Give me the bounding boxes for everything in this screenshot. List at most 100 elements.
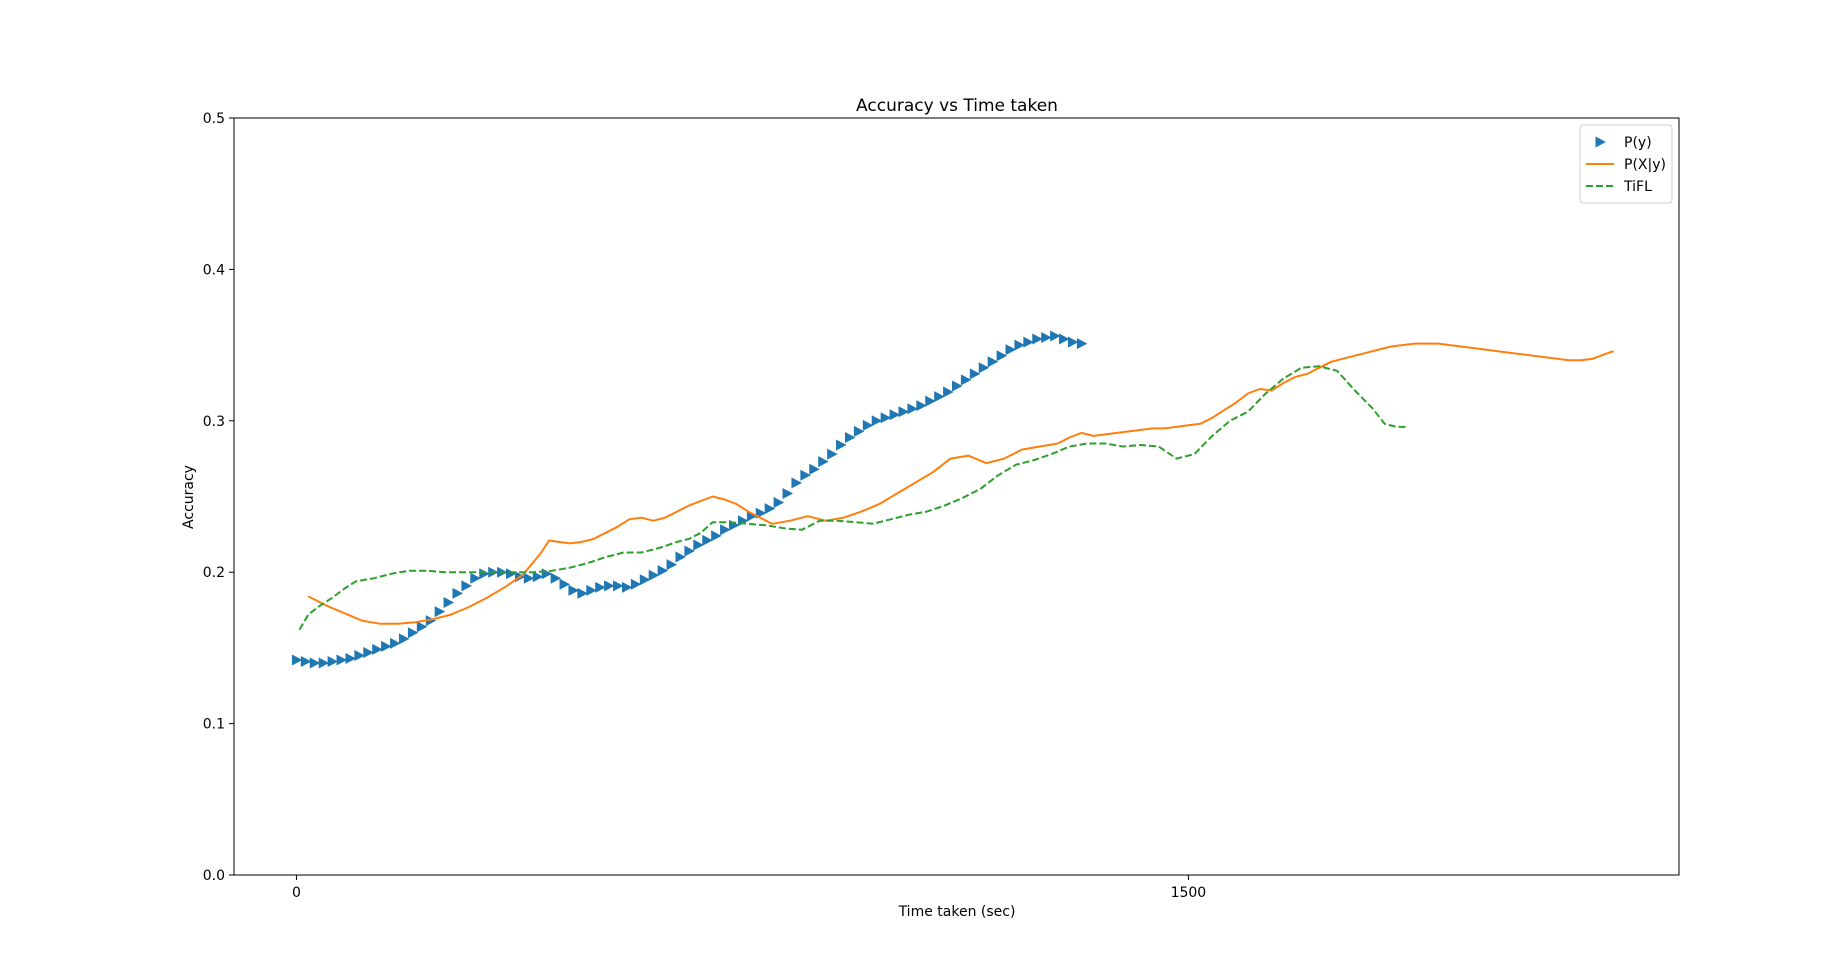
data-point bbox=[532, 571, 544, 583]
data-point bbox=[506, 568, 517, 580]
data-point bbox=[711, 530, 722, 542]
data-point bbox=[880, 412, 892, 424]
legend-label: TiFL bbox=[1623, 179, 1652, 195]
data-point bbox=[853, 425, 865, 437]
data-point bbox=[327, 656, 339, 668]
data-point bbox=[407, 627, 419, 639]
data-point bbox=[1067, 336, 1079, 348]
data-point bbox=[1041, 332, 1052, 344]
y-tick-label: 0.2 bbox=[203, 565, 225, 581]
data-point bbox=[461, 580, 472, 592]
data-point bbox=[381, 640, 392, 652]
data-point bbox=[702, 534, 713, 546]
data-point bbox=[1032, 333, 1043, 345]
data-point bbox=[818, 456, 829, 468]
y-axis: 0.0 0.1 0.2 0.3 0.4 0.5 bbox=[203, 111, 234, 884]
data-point bbox=[390, 637, 401, 649]
data-point bbox=[630, 578, 642, 590]
series-2 bbox=[298, 365, 1406, 631]
data-point bbox=[1023, 336, 1034, 348]
data-point bbox=[363, 646, 374, 658]
data-point bbox=[425, 615, 437, 627]
data-point bbox=[978, 362, 990, 374]
data-point bbox=[720, 524, 731, 536]
data-point bbox=[666, 559, 678, 571]
data-point bbox=[782, 487, 794, 499]
data-point bbox=[443, 596, 455, 608]
data-point bbox=[916, 400, 927, 412]
data-point bbox=[1059, 333, 1070, 345]
legend-label: P(X|y) bbox=[1624, 157, 1666, 173]
data-point bbox=[568, 584, 579, 596]
data-point bbox=[675, 551, 686, 563]
chart-title: Accuracy vs Time taken bbox=[856, 96, 1058, 116]
y-tick-label: 0.4 bbox=[203, 262, 225, 278]
data-point bbox=[621, 581, 633, 593]
data-point bbox=[764, 503, 776, 515]
data-point bbox=[1050, 330, 1061, 342]
data-point bbox=[354, 649, 365, 661]
legend-label: P(y) bbox=[1624, 135, 1652, 151]
data-point bbox=[479, 568, 490, 580]
data-point bbox=[318, 657, 330, 669]
data-point bbox=[291, 654, 303, 666]
plot-frame bbox=[233, 117, 1680, 876]
data-point bbox=[791, 477, 802, 489]
data-point bbox=[907, 403, 918, 415]
data-point bbox=[934, 391, 945, 403]
data-point bbox=[577, 587, 588, 599]
data-point bbox=[1014, 339, 1025, 351]
data-point bbox=[523, 572, 535, 584]
series-line bbox=[298, 365, 1406, 631]
data-point bbox=[559, 578, 571, 590]
data-point bbox=[925, 395, 936, 407]
series-line bbox=[307, 342, 1614, 625]
data-point bbox=[398, 633, 410, 645]
data-point bbox=[1005, 344, 1017, 356]
data-point bbox=[613, 580, 624, 592]
data-point bbox=[595, 581, 606, 593]
data-point bbox=[336, 654, 348, 666]
data-point bbox=[952, 380, 963, 392]
data-point bbox=[871, 415, 883, 427]
legend-marker bbox=[1595, 136, 1606, 148]
legend-box bbox=[1579, 124, 1673, 204]
data-point bbox=[862, 419, 874, 431]
plot-area bbox=[291, 330, 1614, 669]
y-tick-label: 0.3 bbox=[203, 414, 225, 430]
data-point bbox=[604, 580, 615, 592]
data-point bbox=[300, 656, 312, 668]
data-point bbox=[960, 374, 972, 386]
data-point bbox=[889, 409, 901, 421]
series-1 bbox=[307, 342, 1614, 625]
data-point bbox=[452, 587, 463, 599]
data-point bbox=[969, 368, 981, 380]
data-point bbox=[746, 510, 758, 522]
data-point bbox=[693, 539, 704, 551]
data-point bbox=[309, 657, 321, 669]
data-point bbox=[943, 386, 954, 398]
data-point bbox=[372, 643, 383, 655]
y-axis-label: Accuracy bbox=[181, 465, 197, 529]
data-point bbox=[1076, 338, 1088, 350]
data-point bbox=[639, 574, 651, 586]
data-point bbox=[550, 572, 562, 584]
y-tick-label: 0.1 bbox=[203, 717, 225, 733]
data-point bbox=[996, 350, 1008, 362]
data-point bbox=[809, 463, 820, 475]
data-point bbox=[416, 621, 428, 633]
data-point bbox=[657, 565, 669, 577]
data-point bbox=[827, 448, 838, 460]
data-point bbox=[987, 356, 999, 368]
data-point bbox=[898, 406, 909, 418]
x-tick-label: 0 bbox=[292, 885, 301, 901]
data-point bbox=[773, 497, 785, 509]
y-tick-label: 0.0 bbox=[203, 868, 225, 884]
data-point bbox=[434, 606, 446, 618]
legend: P(y) P(X|y) TiFL bbox=[1579, 124, 1673, 204]
data-point bbox=[586, 584, 597, 596]
data-point bbox=[470, 572, 481, 584]
series-0 bbox=[291, 330, 1088, 669]
data-point bbox=[836, 439, 847, 451]
